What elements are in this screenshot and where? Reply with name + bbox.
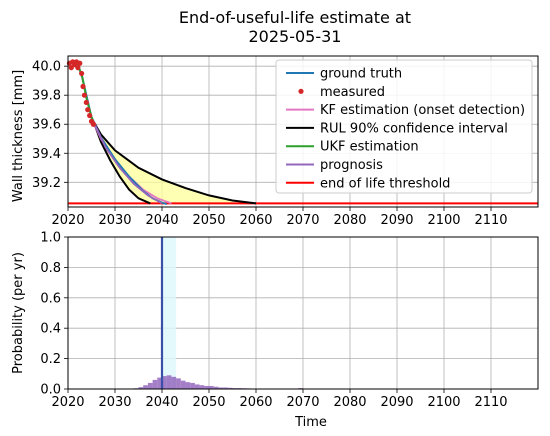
ci-lower-line (92, 120, 151, 205)
bottom-x-tick-label: 2050 (192, 395, 225, 410)
probability-bar (152, 379, 158, 389)
legend-label: prognosis (320, 158, 383, 173)
bottom-plot: 2020 2030 2040 2050 2060 2070 2080 2090 2100 2110… (40, 231, 539, 410)
bottom-x-tick-label: 2080 (333, 395, 366, 410)
chart-title-line-1: End-of-useful-life estimate at (179, 8, 411, 27)
bottom-x-tick-label: 2030 (98, 395, 131, 410)
probability-bar (138, 387, 144, 389)
measured-point (80, 83, 86, 90)
probability-bar (185, 382, 191, 389)
top-y-tick-label: 39.6 (32, 118, 61, 133)
bottom-x-tick-label: 2100 (427, 395, 460, 410)
probability-bar (204, 385, 209, 389)
probability-bar (190, 382, 195, 389)
probability-bar (223, 387, 228, 389)
probability-bar (213, 386, 219, 389)
probability-bar (209, 385, 214, 389)
legend-label: KF estimation (onset detection) (320, 103, 525, 118)
likely-eol-band (162, 237, 177, 389)
measured-point (75, 65, 81, 71)
top-y-tick-label: 39.4 (32, 147, 61, 162)
top-x-tick-label: 2090 (380, 213, 413, 228)
legend-label: UKF estimation (320, 140, 419, 155)
bottom-x-tick-label: 2060 (239, 395, 272, 410)
legend-label: end of life threshold (320, 176, 450, 191)
measured-point (87, 112, 93, 119)
top-y-tick-label: 39.8 (32, 89, 61, 104)
measured-point (81, 92, 88, 98)
measured-point (79, 70, 85, 77)
measured-point (83, 99, 89, 106)
top-axes-frame (67, 55, 539, 208)
probability-bar (194, 384, 200, 389)
bottom-y-tick-label: 0.2 (40, 352, 61, 367)
top-y-tick-label: 39.2 (32, 176, 61, 191)
top-x-tick-label: 2040 (145, 213, 178, 228)
legend-label: measured (320, 85, 385, 100)
bottom-x-axis-label: Time (294, 415, 327, 430)
bottom-x-tick-label: 2070 (286, 395, 319, 410)
measured-point (77, 60, 83, 66)
top-x-tick-label: 2070 (286, 213, 319, 228)
top-x-tick-label: 2100 (427, 213, 460, 228)
bottom-x-tick-label: 2020 (51, 395, 84, 410)
bottom-x-tick-label: 2090 (380, 395, 413, 410)
bottom-x-tick-label: 2110 (474, 395, 507, 410)
measured-point (90, 121, 96, 127)
probability-bar (176, 378, 181, 389)
top-x-tick-label: 2110 (474, 213, 507, 228)
probability-bar (166, 375, 172, 389)
top-x-tick-label: 2020 (51, 213, 84, 228)
probability-bar (162, 376, 167, 389)
ci-upper-line (92, 120, 257, 205)
measured-point (85, 107, 91, 113)
bottom-y-tick-label: 0.6 (40, 291, 61, 306)
bottom-x-tick-label: 2040 (145, 395, 178, 410)
probability-bar (171, 376, 177, 389)
probability-bar (143, 385, 148, 389)
bottom-axes-frame (67, 236, 539, 390)
bottom-y-tick-label: 0.0 (40, 383, 61, 398)
bottom-y-tick-label: 0.8 (40, 261, 61, 276)
top-x-tick-label: 2050 (192, 213, 225, 228)
top-x-tick-label: 2030 (98, 213, 131, 228)
probability-bar (157, 377, 162, 389)
prognosis-line (92, 120, 163, 205)
probability-bar (147, 382, 153, 389)
legend-label: ground truth (320, 67, 402, 82)
top-y-axis-label: Wall thickness [mm] (11, 70, 26, 202)
top-y-tick-label: 40.0 (32, 60, 61, 75)
legend-box (275, 59, 533, 194)
bottom-y-axis-label: Probability (per yr) (11, 252, 26, 374)
top-x-tick-label: 2060 (239, 213, 272, 228)
chart-title-line-2: 2025-05-31 (249, 27, 342, 46)
bottom-y-tick-label: 0.4 (40, 322, 61, 337)
probability-bar (227, 387, 233, 389)
legend-marker (298, 88, 304, 94)
bottom-y-tick-label: 1.0 (40, 231, 61, 246)
probability-bar (180, 380, 186, 389)
legend-label: RUL 90% confidence interval (320, 121, 508, 136)
top-x-tick-label: 2080 (333, 213, 366, 228)
top-plot: 2020 2030 2040 2050 2060 2070 2080 2090 2100 2110… (32, 55, 539, 228)
probability-bar (218, 387, 224, 389)
probability-bar (199, 385, 205, 389)
